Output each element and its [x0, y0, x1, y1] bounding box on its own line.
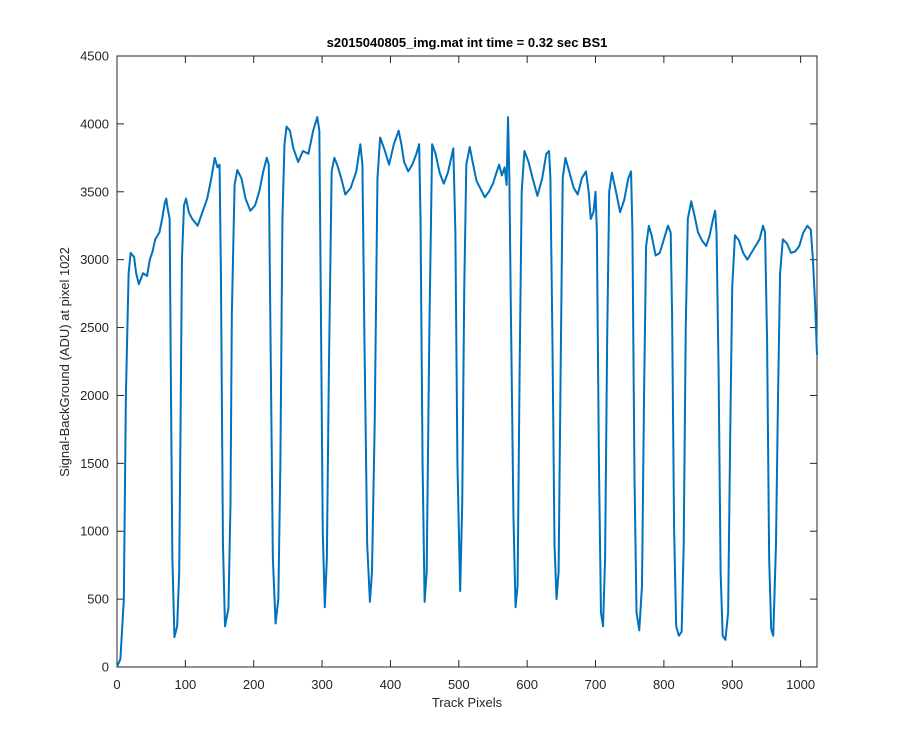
- y-tick-label: 3500: [80, 184, 109, 199]
- plot-area: [116, 55, 818, 668]
- y-tick-label: 1500: [80, 456, 109, 471]
- x-tick-label: 500: [448, 677, 470, 692]
- x-tick-label: 0: [113, 677, 120, 692]
- y-tick-label: 0: [102, 660, 109, 675]
- x-tick-label: 900: [721, 677, 743, 692]
- x-tick-labels: 0 100 200 300 400 500 600 700 800 900 1000: [113, 677, 815, 692]
- x-tick-label: 1000: [786, 677, 815, 692]
- x-tick-label: 700: [585, 677, 607, 692]
- x-tick-label: 600: [516, 677, 538, 692]
- y-tick-label: 500: [87, 592, 109, 607]
- y-tick-label: 4500: [80, 49, 109, 64]
- y-tick-label: 2000: [80, 388, 109, 403]
- y-tick-label: 3000: [80, 252, 109, 267]
- x-tick-label: 300: [311, 677, 333, 692]
- y-tick-labels: 0 500 1000 1500 2000 2500 3000 3500 4000 4500: [80, 49, 109, 675]
- series-line-signal: [116, 116, 818, 668]
- x-tick-label: 800: [653, 677, 675, 692]
- y-tick-label: 4000: [80, 116, 109, 131]
- tick-marks: [116, 55, 817, 668]
- y-tick-label: 2500: [80, 320, 109, 335]
- x-axis-label: Track Pixels: [432, 695, 503, 710]
- y-tick-label: 1000: [80, 524, 109, 539]
- x-tick-label: 200: [243, 677, 265, 692]
- x-tick-label: 400: [380, 677, 402, 692]
- x-tick-label: 100: [175, 677, 197, 692]
- chart-title: s2015040805_img.mat int time = 0.32 sec …: [327, 35, 608, 50]
- y-axis-label: Signal-BackGround (ADU) at pixel 1022: [57, 247, 72, 477]
